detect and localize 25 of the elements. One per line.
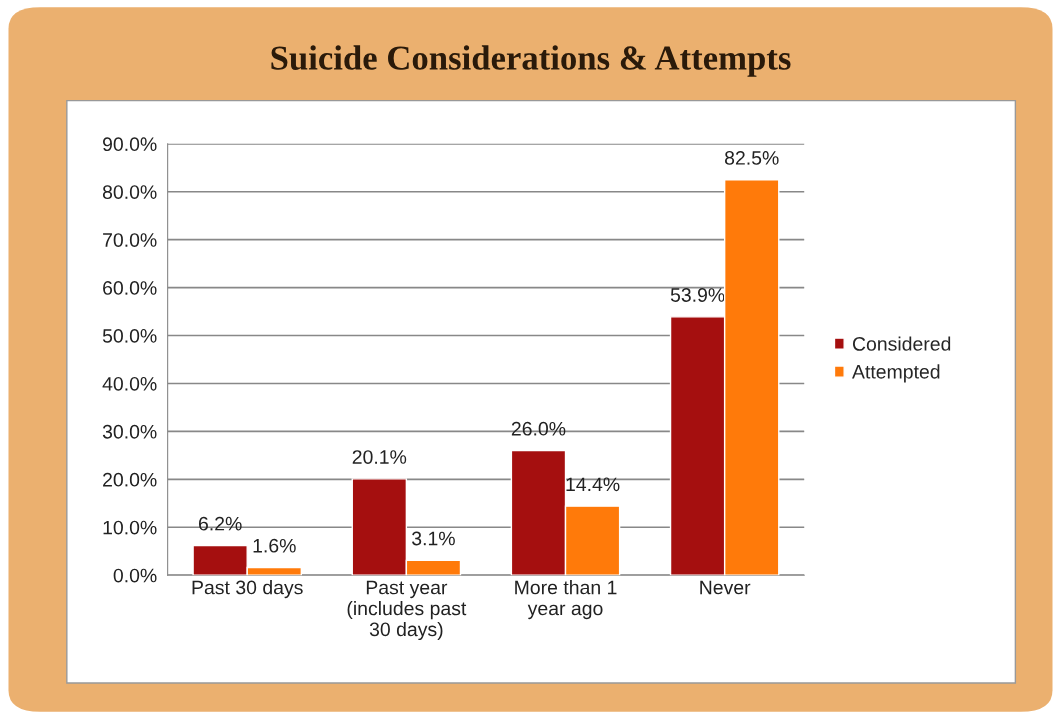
data-label: 26.0% — [511, 421, 566, 436]
x-tick-label: More than 1 year ago — [515, 580, 617, 620]
chart-title: Suicide Considerations & Attempts — [271, 45, 791, 77]
x-tick-label: Past 30 days — [192, 580, 303, 599]
data-label: 6.2% — [198, 516, 242, 531]
data-label: 1.6% — [253, 538, 296, 553]
x-tick-label: Never — [700, 580, 751, 595]
y-tick-label: 60.0% — [103, 281, 157, 295]
x-tick-label: Past year (includes past 30 days) — [347, 580, 467, 641]
y-tick-label: 80.0% — [102, 185, 157, 199]
y-tick-label: 30.0% — [102, 424, 157, 439]
data-label: 82.5% — [725, 151, 779, 165]
data-label: 53.9% — [670, 288, 725, 302]
y-tick-label: 50.0% — [102, 329, 157, 343]
y-tick-label: 20.0% — [103, 472, 157, 487]
data-label: 20.1% — [352, 450, 407, 464]
data-label: 14.4% — [566, 477, 620, 492]
y-tick-label: 10.0% — [103, 520, 157, 535]
y-tick-label: 0.0% — [113, 568, 157, 583]
data-label: 3.1% — [412, 531, 455, 546]
legend-label: Considered — [852, 336, 951, 351]
y-tick-label: 90.0% — [103, 137, 157, 152]
legend-label: Attempted — [852, 364, 940, 383]
y-tick-label: 70.0% — [103, 233, 157, 247]
y-tick-label: 40.0% — [102, 376, 157, 391]
